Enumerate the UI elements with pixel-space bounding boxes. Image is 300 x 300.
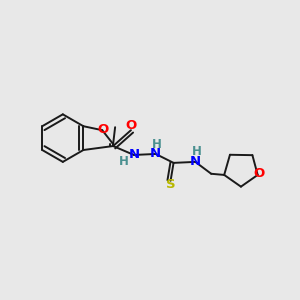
Text: N: N	[128, 148, 140, 161]
Text: S: S	[166, 178, 175, 191]
Text: O: O	[98, 123, 109, 136]
Text: H: H	[191, 146, 201, 158]
Text: N: N	[190, 155, 201, 168]
Text: O: O	[125, 119, 136, 132]
Text: H: H	[152, 138, 162, 151]
Text: N: N	[150, 148, 161, 160]
Text: H: H	[119, 155, 129, 168]
Text: O: O	[253, 167, 264, 180]
